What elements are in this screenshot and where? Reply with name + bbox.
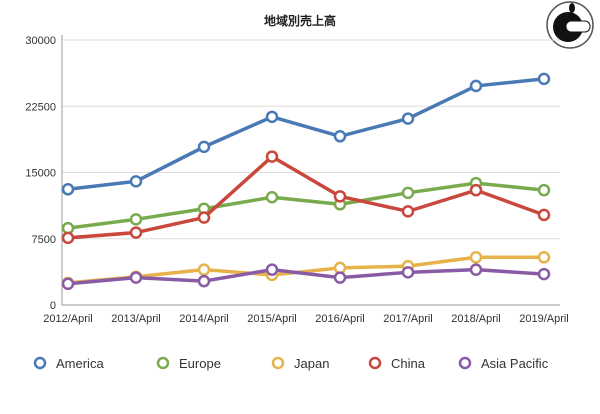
legend-marker [271, 356, 285, 370]
data-point [401, 266, 415, 279]
data-point [537, 267, 551, 281]
legend-label: Asia Pacific [481, 356, 549, 371]
data-point [61, 183, 75, 196]
data-point [469, 79, 483, 93]
data-point [469, 263, 483, 276]
legend-label: America [56, 356, 104, 371]
legend-marker [33, 356, 47, 370]
legend-marker [156, 356, 170, 370]
legend-label: Japan [294, 356, 329, 371]
x-tick-label: 2013/April [111, 313, 161, 325]
data-point [401, 186, 415, 200]
data-point [265, 190, 279, 204]
x-tick-label: 2016/April [315, 313, 365, 325]
legend-label: China [391, 356, 426, 371]
legend-item: Japan [271, 356, 329, 371]
y-tick-label: 30000 [25, 35, 56, 47]
data-point [197, 263, 211, 276]
series-line [67, 77, 545, 192]
data-point [129, 175, 143, 188]
x-tick-label: 2017/April [383, 313, 433, 325]
series-line [67, 181, 545, 230]
y-tick-label: 7500 [32, 234, 56, 246]
data-point [265, 150, 279, 163]
chart-title: 地域別売上高 [264, 13, 336, 28]
legend-marker [458, 356, 472, 370]
data-point [129, 226, 143, 239]
x-tick-label: 2014/April [179, 313, 229, 325]
series-line [67, 255, 544, 285]
x-tick-label: 2012/April [43, 313, 93, 325]
series-line [67, 154, 545, 240]
y-tick-label: 0 [50, 300, 56, 312]
legend-item: Asia Pacific [458, 356, 549, 371]
data-point [129, 271, 143, 284]
legend-marker [368, 356, 382, 370]
data-point [61, 231, 75, 245]
series-china [61, 150, 551, 245]
data-point [537, 72, 551, 86]
x-tick-label: 2015/April [247, 313, 297, 325]
legend-item: America [33, 356, 104, 371]
data-point [537, 183, 551, 197]
series-america [61, 72, 551, 196]
data-point [61, 277, 75, 291]
data-point [469, 183, 483, 197]
data-point [265, 110, 279, 124]
legend-label: Europe [179, 356, 221, 371]
series-europe [61, 176, 551, 235]
logo [546, 1, 594, 49]
data-point [197, 274, 211, 288]
data-point [129, 213, 143, 226]
data-point [333, 271, 347, 284]
legend-item: China [368, 356, 426, 371]
data-point [265, 263, 279, 276]
legend-item: Europe [156, 356, 221, 371]
y-tick-label: 15000 [25, 168, 56, 180]
data-point [537, 251, 551, 264]
data-point [401, 205, 415, 218]
data-point [401, 112, 415, 125]
series-line [67, 267, 545, 286]
data-point [197, 211, 211, 224]
data-point [537, 208, 551, 222]
series-asia-pacific [61, 263, 551, 291]
x-tick-label: 2019/April [519, 313, 569, 325]
data-point [333, 130, 347, 143]
x-tick-label: 2018/April [451, 313, 501, 325]
y-tick-label: 22500 [25, 101, 56, 113]
data-point [333, 190, 347, 203]
data-point [197, 140, 211, 154]
data-point [469, 251, 483, 264]
